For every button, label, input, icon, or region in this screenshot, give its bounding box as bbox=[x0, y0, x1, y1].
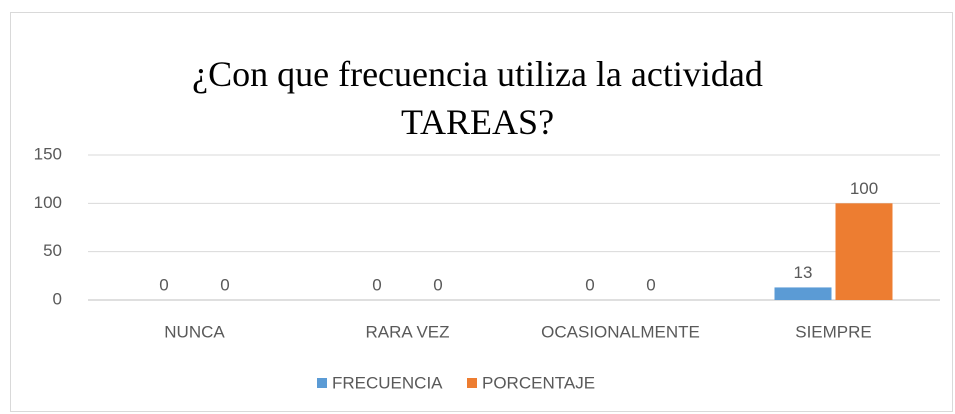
y-tick-label: 50 bbox=[43, 241, 62, 260]
y-tick-label: 0 bbox=[53, 289, 62, 308]
legend-swatch bbox=[467, 378, 477, 388]
chart-border bbox=[10, 12, 953, 412]
x-tick-label: OCASIONALMENTE bbox=[541, 322, 700, 341]
x-tick-label: NUNCA bbox=[164, 322, 225, 341]
data-label: 0 bbox=[159, 275, 168, 294]
y-tick-label: 100 bbox=[34, 193, 62, 212]
legend-swatch bbox=[317, 378, 327, 388]
y-tick-label: 150 bbox=[34, 144, 62, 163]
legend-label: PORCENTAJE bbox=[482, 373, 595, 392]
x-tick-label: SIEMPRE bbox=[795, 322, 872, 341]
bar bbox=[835, 203, 893, 300]
data-label: 0 bbox=[372, 275, 381, 294]
data-label: 13 bbox=[794, 263, 813, 282]
legend-label: FRECUENCIA bbox=[332, 373, 443, 392]
data-label: 0 bbox=[585, 275, 594, 294]
chart-title-box: ¿Con que frecuencia utiliza la actividad… bbox=[0, 50, 955, 146]
x-tick-label: RARA VEZ bbox=[365, 322, 449, 341]
data-label: 0 bbox=[433, 275, 442, 294]
data-label: 0 bbox=[220, 275, 229, 294]
bar bbox=[774, 287, 832, 300]
chart-title: ¿Con que frecuencia utiliza la actividad… bbox=[192, 54, 763, 142]
data-label: 0 bbox=[646, 275, 655, 294]
data-label: 100 bbox=[850, 179, 878, 198]
